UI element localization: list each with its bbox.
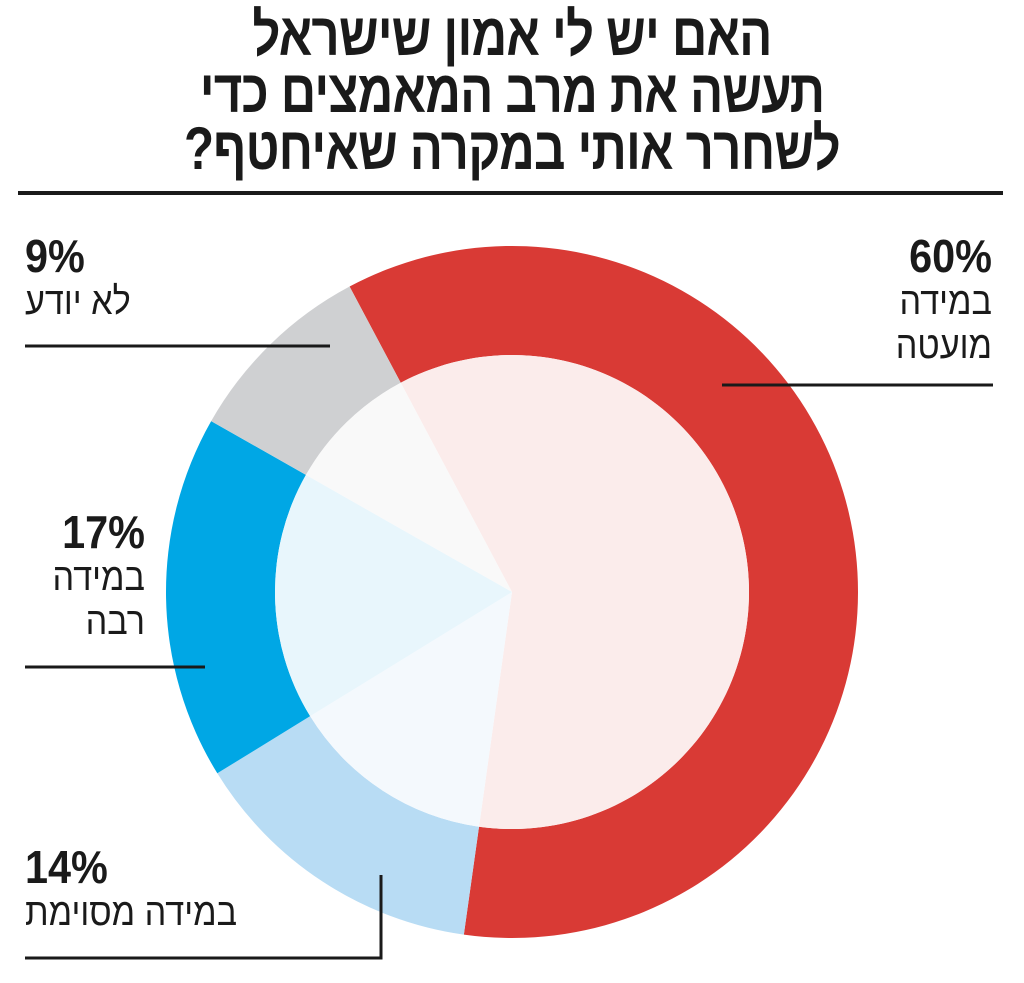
chart-title: האם יש לי אמון שישראל תעשה את מרב המאמצי… [0,1,1024,182]
inner-wedge-14 [310,592,512,827]
data-label-value: 60% [909,230,992,282]
donut-slice-60 [349,245,859,938]
leader-line-14 [25,875,383,960]
donut-slice-14 [217,716,480,935]
data-label-14: 14% במידה מסוימת [25,843,261,935]
title-line: תעשה את מרב המאמצים כדי [199,58,825,125]
title-line: האם יש לי אמון שישראל [252,1,772,68]
data-label-text: רבה [85,601,145,643]
title-divider [18,191,1003,195]
data-label-text: לא יודע [25,281,131,323]
title-line: לשחרר אותי במקרה שאיחטף? [184,115,841,182]
data-label-value: 17% [62,506,145,558]
inner-wedge-17 [274,474,512,717]
data-label-text: במידה מסוימת [25,892,238,934]
donut-slice-17 [165,421,311,774]
inner-wedge-60 [400,354,749,829]
data-label-60: 60% במידה מועטה [885,232,992,368]
donut-slice-9 [211,286,401,475]
data-label-17: 17% במידה רבה [25,508,145,644]
data-label-9: 9% לא יודע [25,232,142,324]
inner-wedge-9 [305,382,512,592]
data-label-value: 14% [25,841,108,893]
data-label-text: מועטה [895,325,992,367]
data-label-text: במידה [899,281,992,323]
data-label-text: במידה [52,557,145,599]
data-label-value: 9% [25,230,85,282]
